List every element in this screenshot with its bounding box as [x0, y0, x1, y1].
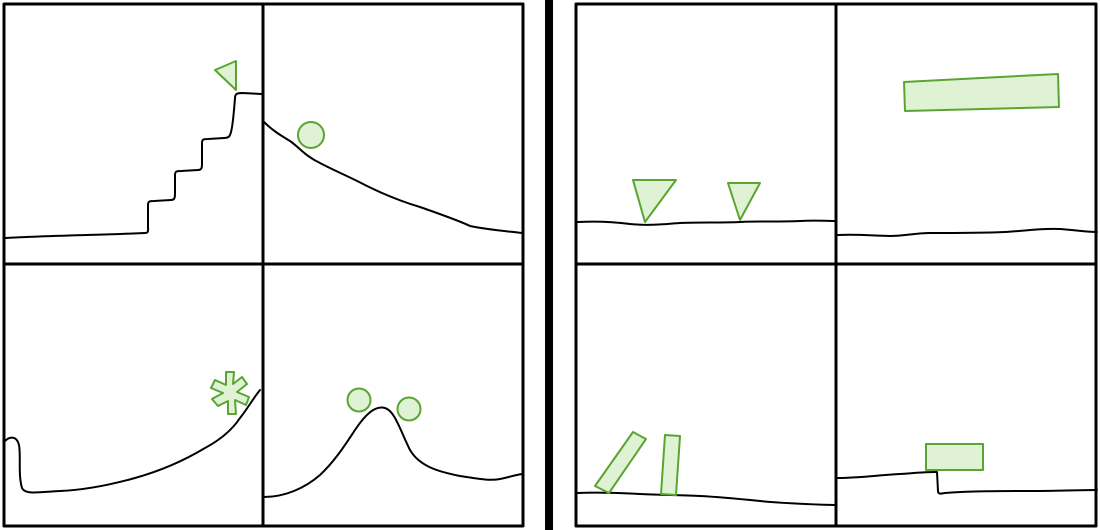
inverted-triangle-shape-left — [632, 179, 677, 223]
curve-terrain — [4, 389, 261, 494]
right-panel-2 — [837, 73, 1098, 237]
group-separator — [545, 0, 553, 530]
ground-terrain — [577, 219, 836, 226]
right-panel-group — [574, 2, 1098, 528]
asterisk-shape — [210, 371, 250, 415]
inverted-triangle-shape-right — [727, 182, 761, 221]
long-bar-shape — [903, 73, 1060, 112]
upright-bar-shape — [660, 434, 681, 496]
ground-terrain — [837, 227, 1098, 237]
ground-terrain — [577, 491, 836, 506]
left-panel-2 — [263, 121, 523, 234]
staircase-terrain — [4, 92, 263, 239]
left-panel-1 — [4, 60, 263, 239]
triangle-shape — [214, 60, 237, 91]
left-panel-4 — [263, 387, 523, 498]
ball-shape-left — [346, 387, 372, 413]
right-panel-4 — [837, 443, 1098, 495]
ball-shape-right — [396, 396, 422, 422]
ball-shape — [297, 121, 325, 149]
right-panel-3 — [577, 431, 836, 506]
rectangle-shape — [925, 443, 984, 471]
step-terrain — [837, 471, 1098, 495]
hill-terrain — [263, 406, 523, 498]
right-panel-1 — [577, 179, 836, 226]
left-panel-3 — [4, 371, 261, 494]
tilted-bar-shape — [594, 431, 647, 494]
slope-terrain — [263, 121, 523, 234]
left-panel-group — [2, 2, 525, 528]
